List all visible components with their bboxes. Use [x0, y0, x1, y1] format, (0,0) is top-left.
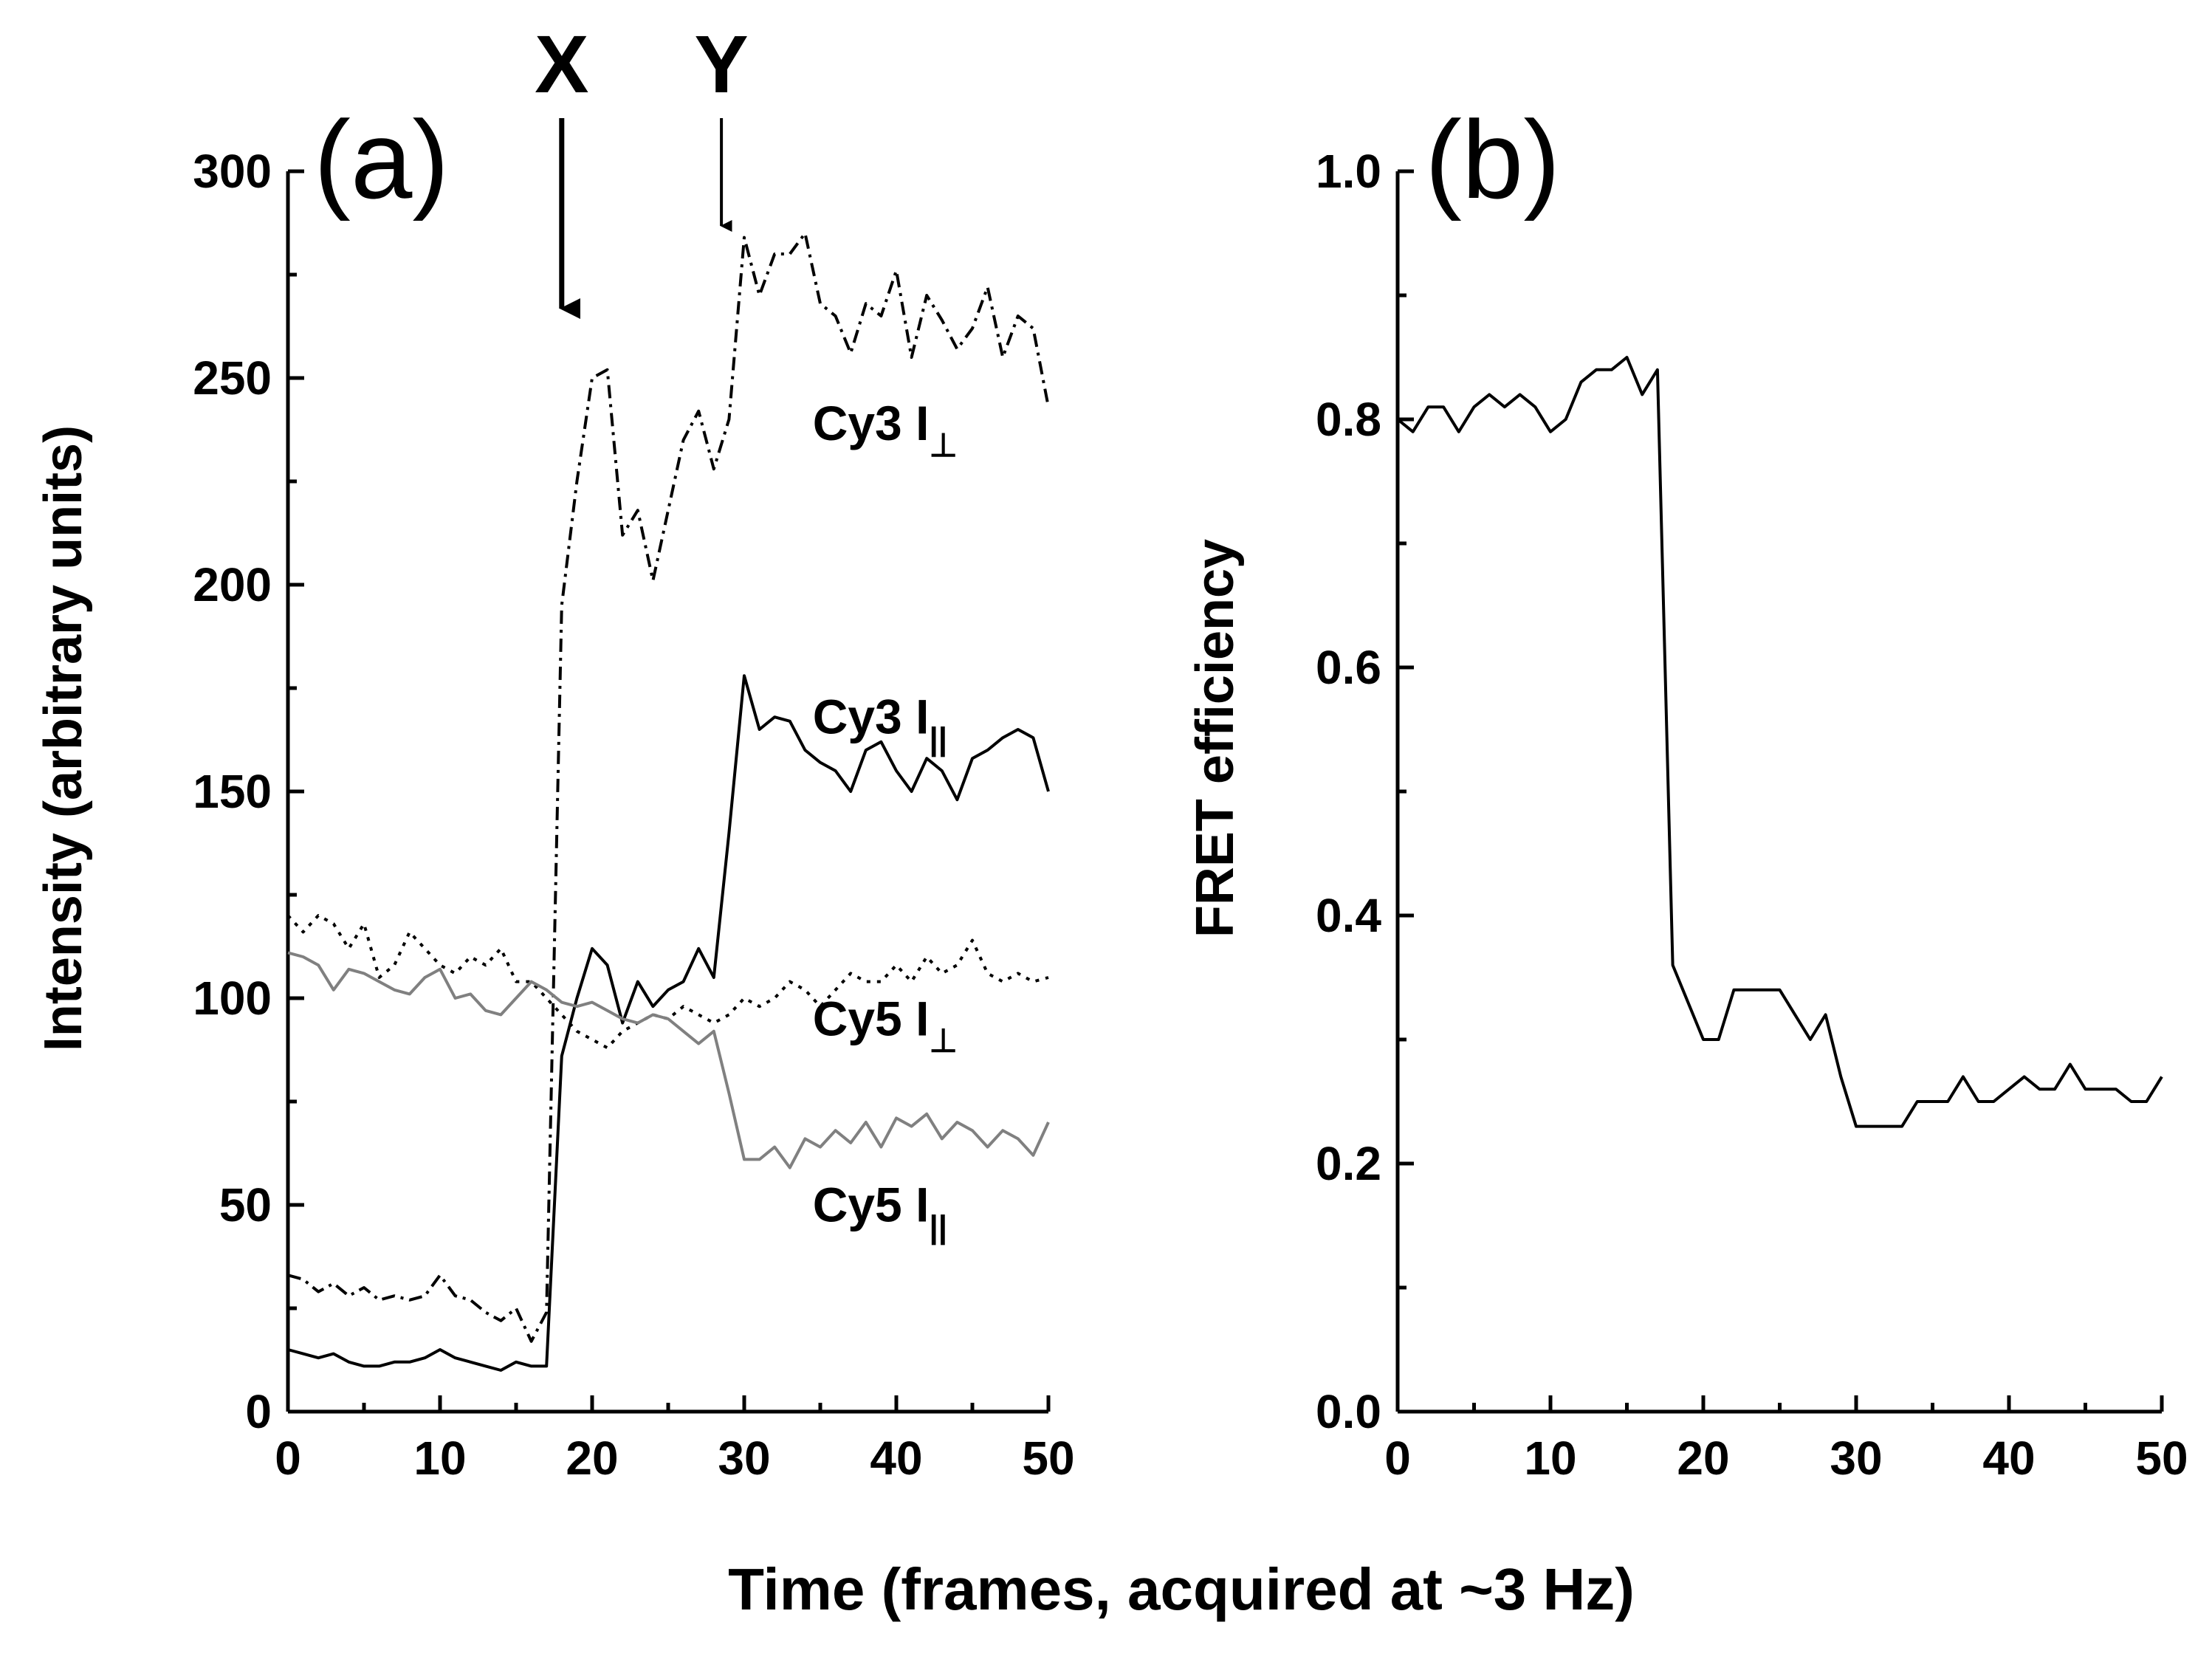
panel-a-x-tick-label: 10: [413, 1432, 466, 1485]
panel-a-label: (a): [314, 97, 449, 221]
panel-b-y-tick-label: 0.4: [1316, 889, 1381, 942]
panel-a-y-tick-label: 0: [245, 1385, 272, 1438]
series-label-subscript-3: ||: [929, 1209, 947, 1246]
panel-a-y-tick-label: 200: [193, 558, 272, 611]
marker-label-y: Y: [694, 19, 748, 110]
panel-b-label: (b): [1425, 97, 1560, 221]
panel-a-intensity: (a) Intensity (arbitrary units) 05010015…: [34, 19, 1075, 1485]
panel-a-x-tick-label: 50: [1022, 1432, 1074, 1485]
panel-a-series-labels: Cy3 I⊥ Cy3 I|| Cy5 I⊥ Cy5 I||: [813, 396, 958, 1246]
panel-b-y-tick-label: 0.2: [1316, 1137, 1381, 1190]
panel-a-y-tick-label: 50: [219, 1178, 272, 1231]
panel-b-fret: (b) FRET efficiency 0.0 0.2 0.4 0.6 0.8 1.0 0…: [1186, 97, 2188, 1485]
panel-b-x-tick-label: 0: [1384, 1432, 1411, 1485]
shared-x-axis-title: Time (frames, acquired at ~3 Hz): [728, 1556, 1635, 1622]
panel-a-y-tick-label: 150: [193, 765, 272, 818]
series-label-0: Cy3 I⊥: [813, 396, 958, 464]
panel-b-x-tick-label: 10: [1524, 1432, 1576, 1485]
panel-b-series-line-0: [1396, 356, 2163, 1128]
series-label-2: Cy5 I⊥: [813, 991, 958, 1059]
panel-a-x-tick-label: 20: [566, 1432, 618, 1485]
panel-a-series-line-3: [287, 951, 1050, 1169]
panel-b-y-tick-label: 0.8: [1316, 393, 1381, 446]
panel-b-y-axis-title: FRET efficiency: [1186, 539, 1245, 938]
panel-a-y-tick-label: 300: [193, 145, 272, 198]
panel-b-series: [1396, 356, 2163, 1128]
panel-b-y-tick-label: 0.6: [1316, 641, 1381, 694]
panel-a-x-tick-label: 0: [275, 1432, 301, 1485]
panel-b-y-tick-label: 1.0: [1316, 145, 1381, 198]
panel-a-series-line-2: [286, 914, 1049, 1050]
series-label-subscript-1: ||: [929, 721, 947, 758]
series-label-3: Cy5 I||: [813, 1177, 947, 1246]
panel-b-y-tick-label: 0.0: [1316, 1385, 1381, 1438]
panel-b-x-tick-label: 40: [1982, 1432, 2035, 1485]
panel-b-x-tick-label: 30: [1830, 1432, 1882, 1485]
panel-a-y-tick-label: 250: [193, 351, 272, 405]
panel-a-y-ticks: 0 50 100 150 200 250 300: [193, 145, 304, 1438]
panel-a-series-line-0: [287, 232, 1050, 1343]
panel-a-x-tick-label: 30: [718, 1432, 770, 1485]
panel-a-x-tick-label: 40: [870, 1432, 922, 1485]
series-label-subscript-0: ⊥: [929, 427, 957, 464]
panel-b-x-tick-label: 20: [1677, 1432, 1729, 1485]
panel-b-y-ticks: 0.0 0.2 0.4 0.6 0.8 1.0: [1316, 145, 1414, 1438]
panel-a-series: [286, 232, 1050, 1372]
panel-a-y-axis-title: Intensity (arbitrary units): [34, 425, 93, 1051]
panel-a-x-ticks: 0 10 20 30 40 50: [275, 1395, 1075, 1485]
series-label-subscript-2: ⊥: [929, 1023, 957, 1059]
series-label-1: Cy3 I||: [813, 690, 947, 758]
panel-a-series-line-1: [287, 674, 1050, 1372]
panel-a-y-tick-label: 100: [193, 972, 272, 1025]
panel-b-x-tick-label: 50: [2135, 1432, 2188, 1485]
marker-label-x: X: [535, 19, 588, 110]
panel-b-x-ticks: 0 10 20 30 40 50: [1384, 1395, 2188, 1485]
